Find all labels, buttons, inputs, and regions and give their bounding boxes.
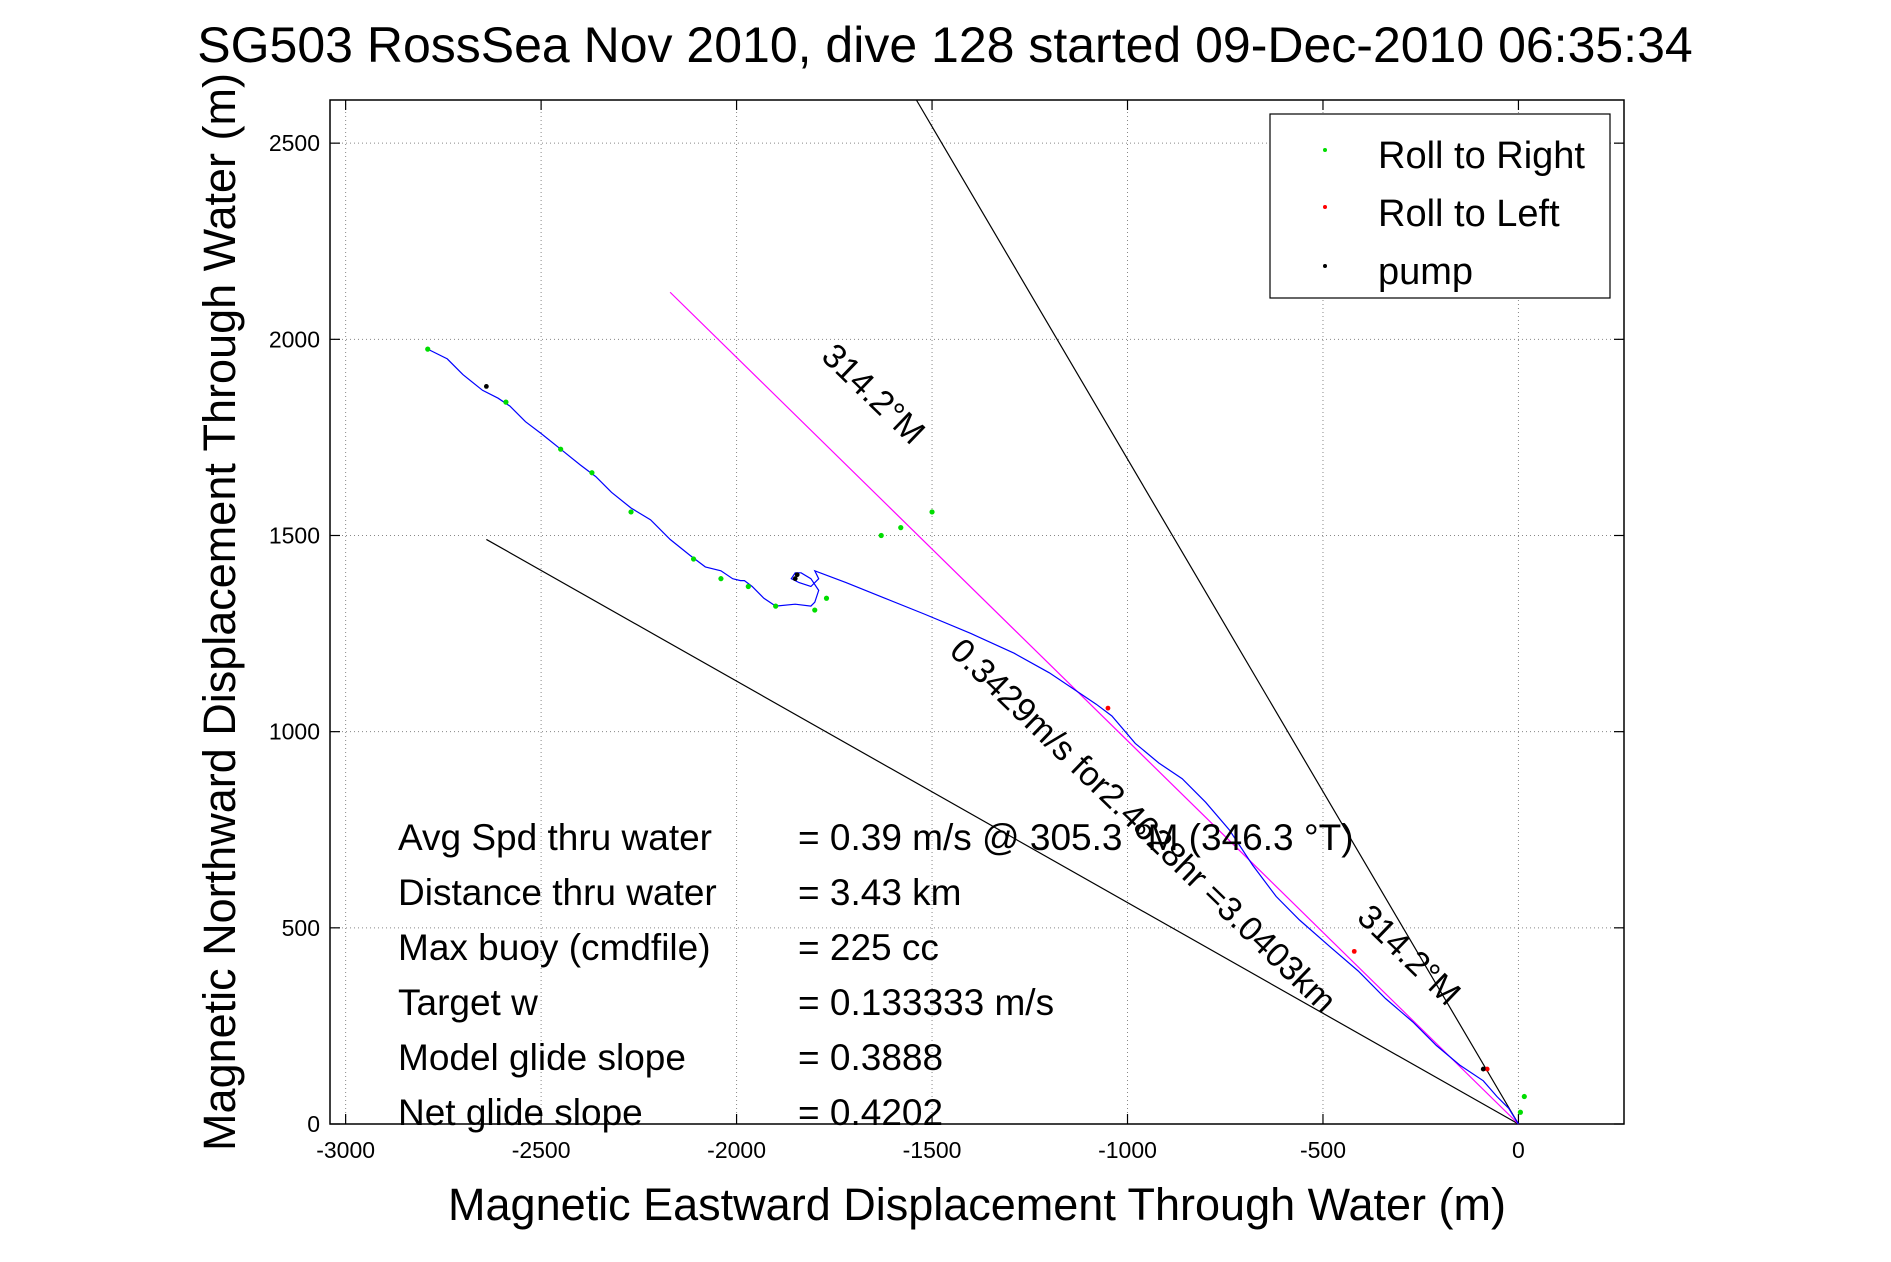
roll-left-point — [1105, 705, 1111, 711]
roll-right-point — [718, 576, 724, 582]
legend: Roll to Right Roll to Left pump — [1269, 113, 1611, 299]
chart-title: SG503 RossSea Nov 2010, dive 128 started… — [197, 17, 1692, 73]
stat-label: Avg Spd thru water — [398, 817, 712, 858]
stat-value: = 0.3888 — [798, 1037, 943, 1078]
legend-label-pump: pump — [1378, 251, 1473, 293]
roll-right-point — [589, 470, 595, 476]
roll-right-point — [823, 595, 830, 601]
y-tick-label: 500 — [282, 915, 320, 941]
pump-point — [483, 384, 489, 389]
roll-right-point — [745, 583, 751, 590]
x-tick-label: -1000 — [1098, 1137, 1157, 1163]
y-tick-label: 1500 — [269, 522, 320, 548]
y-tick-label: 0 — [307, 1111, 320, 1137]
x-axis: -3000 -2500 -2000 -1500 -1000 -500 0 — [316, 100, 1525, 1163]
legend-label-roll-right: Roll to Right — [1378, 135, 1585, 177]
roll-right-point — [503, 399, 509, 405]
x-tick-label: -500 — [1300, 1137, 1346, 1163]
pump-point — [794, 572, 800, 578]
stat-label: Model glide slope — [398, 1037, 686, 1078]
roll-right-point — [929, 509, 935, 515]
x-tick-label: -3000 — [316, 1137, 375, 1163]
roll-left-point — [1351, 948, 1357, 954]
track-line — [427, 348, 1519, 1125]
roll-right-point — [1521, 1093, 1527, 1100]
heading-line — [669, 291, 1519, 1125]
pump-point — [1480, 1066, 1486, 1072]
roll-right-point — [558, 446, 564, 452]
roll-left-point — [1484, 1066, 1490, 1072]
heading-line — [915, 99, 1519, 1125]
stat-value: = 3.43 km — [798, 872, 962, 913]
stat-label: Net glide slope — [398, 1092, 643, 1133]
stat-label: Target w — [398, 982, 538, 1023]
roll-right-point — [425, 346, 431, 352]
roll-right-point — [878, 532, 884, 539]
stat-value: = 225 cc — [798, 927, 939, 968]
legend-label-roll-left: Roll to Left — [1378, 193, 1560, 235]
x-tick-label: 0 — [1512, 1137, 1525, 1163]
grid-lines — [330, 100, 1624, 1125]
roll-right-point — [773, 603, 779, 609]
roll-right-point — [690, 556, 697, 562]
y-tick-label: 2000 — [269, 326, 320, 352]
x-tick-label: -2500 — [512, 1137, 571, 1163]
x-tick-label: -2000 — [707, 1137, 766, 1163]
legend-marker-roll-right — [1323, 148, 1327, 152]
stat-value: = 0.39 m/s @ 305.3 °M (346.3 °T) — [798, 817, 1354, 858]
x-axis-label: Magnetic Eastward Displacement Through W… — [448, 1179, 1506, 1230]
track-markers — [425, 346, 1527, 1115]
roll-right-point — [898, 525, 904, 531]
heading-lines — [486, 99, 1519, 1125]
pump-point — [792, 576, 798, 582]
roll-right-point — [628, 509, 634, 515]
stat-value: = 0.133333 m/s — [798, 982, 1054, 1023]
legend-marker-pump — [1323, 264, 1327, 268]
plot-area-frame — [329, 99, 1625, 1125]
y-axis-label: Magnetic Northward Displacement Through … — [194, 73, 245, 1151]
stat-label: Max buoy (cmdfile) — [398, 927, 711, 968]
y-axis: 0 500 1000 1500 2000 2500 — [269, 130, 1624, 1137]
roll-right-point — [1517, 1109, 1524, 1115]
glider-track — [427, 348, 1519, 1125]
y-tick-label: 2500 — [269, 130, 320, 156]
stat-label: Distance thru water — [398, 872, 717, 913]
dive-statistics: Avg Spd thru water = 0.39 m/s @ 305.3 °M … — [398, 817, 1354, 1133]
heading-line — [486, 538, 1519, 1125]
x-tick-label: -1500 — [903, 1137, 962, 1163]
y-tick-label: 1000 — [269, 719, 320, 745]
stat-value: = 0.4202 — [798, 1092, 943, 1133]
legend-marker-roll-left — [1323, 205, 1327, 209]
roll-right-point — [812, 607, 818, 613]
